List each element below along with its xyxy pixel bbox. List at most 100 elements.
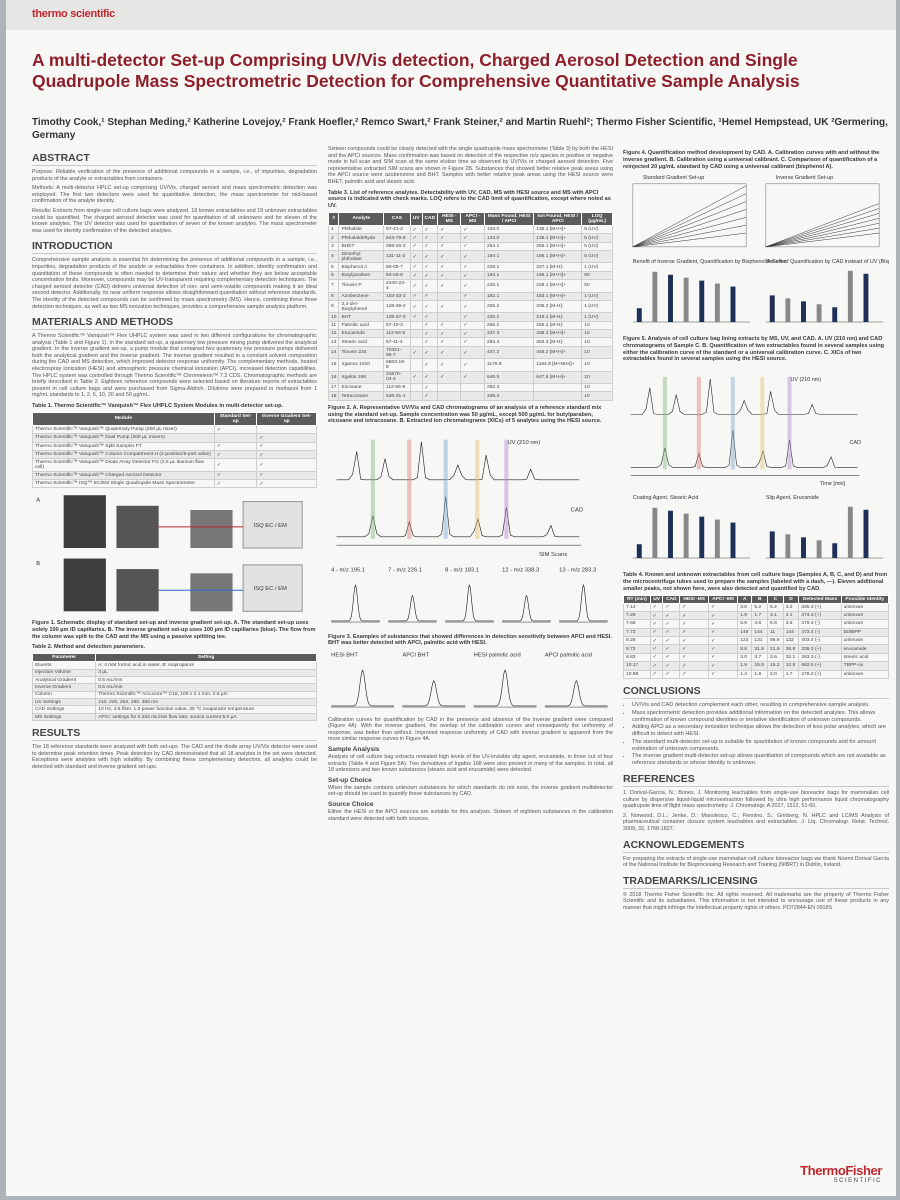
table-cell: 325.3 (+)	[798, 602, 842, 612]
decorative-bar	[683, 513, 689, 559]
table-cell: 8.83	[623, 652, 651, 663]
table-cell: 225.1	[483, 279, 535, 293]
table-cell: ✓	[421, 312, 439, 322]
table-cell: 3.2	[782, 602, 800, 612]
table-cell: 255.1 [M+H]+	[533, 241, 583, 252]
table-cell: Eicosane	[338, 382, 384, 393]
table-cell: ✓	[679, 644, 710, 654]
table-cell: 8.8	[737, 644, 753, 654]
decorative-bar	[769, 295, 775, 323]
table-cell: A: 4 mM formic acid in water, B: isoprop…	[95, 661, 317, 670]
footer-logo: ThermoFisher SCIENTIFIC	[800, 1163, 882, 1184]
table-cell: Palmitic acid	[338, 320, 384, 331]
curve	[765, 233, 880, 248]
table-cell: 1.7	[751, 610, 769, 621]
decorative-bar	[801, 301, 806, 323]
table-cell: 643-79-8	[382, 233, 411, 243]
figure: UV (210 nm) CAD SIM Scans	[336, 439, 583, 558]
column-header: LOQ (µg/mL)	[581, 211, 613, 226]
table-cell: ✓	[256, 470, 317, 481]
table-cell: 646.5	[483, 370, 535, 384]
table-cell: 10	[328, 312, 340, 322]
decorative-bar	[730, 286, 736, 323]
figure-label: HESI BHT	[331, 653, 358, 659]
column-header: Possible Identity	[840, 594, 889, 604]
table-body: 1 Phthalide 87-41-2 ✓ ✓ ✓ ✓ 134.0 135.1 [M+H]+ 5 …	[328, 224, 613, 401]
table-cell: Injection Volume	[32, 668, 97, 677]
paragraph: When the sample contains unknown substan…	[328, 784, 613, 798]
plot-frame	[765, 183, 880, 248]
curve	[632, 217, 747, 248]
table-row: Analytical Gradient 0.5 mL/min	[32, 675, 317, 685]
table-cell: ✓	[421, 299, 439, 314]
column-header: Mass Found, HESI / APCI	[483, 211, 535, 226]
table-cell: 194.1	[483, 250, 535, 264]
table-cell: 3.0	[737, 652, 753, 663]
figure: HESI BHT APCI BHT HESI palmitic acid APCI p…	[331, 653, 608, 708]
figure-label: B	[36, 561, 40, 567]
highlight	[407, 439, 412, 539]
table-cell: ✓	[460, 270, 485, 281]
table-head: Parameter Setting	[32, 653, 317, 663]
column-header: D	[782, 594, 800, 604]
caption: Table 4. Known and unknown extractables …	[623, 572, 888, 592]
paragraph: Methods: A multi-detector HPLC set-up co…	[32, 185, 317, 205]
table-cell: 3	[328, 241, 340, 252]
table-cell: Erucamide	[338, 329, 384, 339]
table-cell: ✓	[409, 262, 423, 272]
column-header: B	[751, 594, 769, 604]
table-row: 9 2,4-di-t-Butylphenol 128-39-2 ✓ ✓ ✓ ✓ 206.2 20…	[328, 299, 613, 314]
highlight	[662, 377, 667, 470]
table-cell: 279.2 (+)	[798, 669, 842, 679]
table-cell: ✓	[421, 250, 439, 264]
table-cell: 31.9	[751, 644, 769, 654]
table-cell: 338.4	[483, 391, 535, 401]
table-cell: 103-33-3	[382, 291, 411, 301]
table-cell: ✓	[460, 358, 485, 372]
subheading: Set-up Choice	[328, 776, 372, 784]
figure: A ISQ EC / EM B ISQ EC / EM	[36, 495, 303, 613]
trace	[544, 680, 608, 707]
table-cell: Thermo Scientific™ Vanquish™ Column Comp…	[32, 449, 215, 460]
table-cell: 94-26-8	[382, 270, 411, 281]
table-cell: 15	[328, 358, 340, 372]
table-cell: ✓	[708, 619, 739, 629]
instrument	[63, 495, 106, 549]
table-row: 7.73 ✓ ✓ ✓ ✓ 149 144 11 144 473.4 (-) bDtBPP	[623, 627, 889, 638]
table-cell	[409, 337, 423, 347]
curve	[632, 201, 747, 248]
table-cell: ✓	[409, 279, 423, 293]
table-cell: Thermo Scientific™ Vanquish™ Diode Array…	[32, 458, 215, 472]
paragraph: 1. Dorival-García, N.; Bones, J. Monitor…	[623, 790, 889, 810]
decorative-bar	[801, 537, 806, 559]
table-cell: 17	[328, 382, 340, 393]
table-cell: 1194.8 [M+NH4]+	[533, 358, 583, 372]
table-cell: ✓	[662, 669, 681, 679]
table-cell: ✓	[421, 233, 439, 243]
table-cell	[409, 382, 423, 393]
table-cell	[437, 291, 462, 301]
table-row: 12 Erucamide 112-84-5 ✓ ✓ ✓ 337.3 338.3 [M+H]+ 1…	[328, 329, 613, 339]
title: A multi-detector Set-up Comprising UV/Vi…	[32, 50, 800, 91]
header-row: RT (min) UV CAD HESI -MS APCI -MS A B C D Detecte…	[623, 594, 889, 604]
decorative-bar	[816, 540, 822, 559]
decorative-bar	[785, 534, 791, 559]
figure-label: CAD	[571, 508, 583, 514]
table-cell: 195.1 [M+H]+	[533, 270, 583, 281]
table-cell: 32.1	[782, 652, 800, 663]
table-cell: ✓	[662, 610, 681, 621]
table-cell	[533, 382, 583, 393]
table-cell: 134.0	[483, 224, 535, 235]
table-cell: ✓	[409, 370, 423, 384]
table-row: Thermo Scientific™ Vanquish™ Quaternary …	[32, 424, 317, 435]
table-cell: 128-39-2	[382, 299, 411, 314]
table-cell: ✓	[662, 602, 681, 612]
table-cell: ✓	[409, 233, 423, 243]
table-cell: ✓	[421, 382, 439, 393]
table-row: 8.28 ✓ ✓ ✓ ✓ 124 131 95.6 132 403.4 (-) unknown	[623, 636, 889, 646]
paragraph: Either the HESI or the APCI sources are …	[328, 809, 613, 822]
table-cell: ✓	[649, 652, 664, 663]
table-cell: ✓	[213, 458, 258, 472]
